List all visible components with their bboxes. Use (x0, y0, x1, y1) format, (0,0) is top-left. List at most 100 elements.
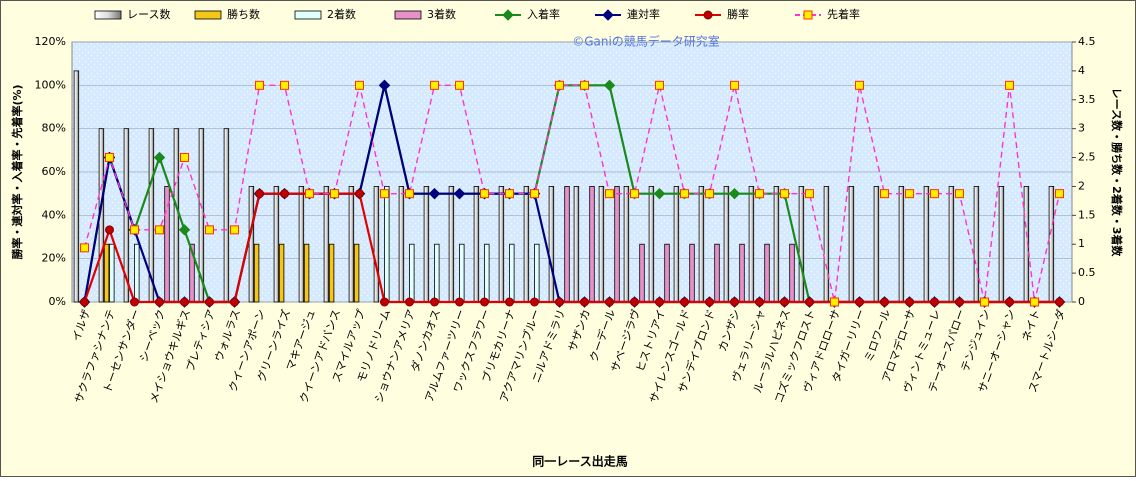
y2-tick-label: 3 (1078, 122, 1085, 135)
bar (723, 186, 730, 303)
bar (614, 186, 620, 303)
bar (623, 186, 630, 303)
point (230, 225, 239, 235)
bar (639, 243, 645, 303)
bar (698, 186, 705, 303)
point (555, 80, 564, 90)
bar (448, 186, 455, 303)
bar (253, 243, 260, 303)
point (805, 189, 814, 199)
bar (564, 186, 570, 303)
point (705, 189, 714, 199)
point (530, 297, 539, 307)
legend-label: 3着数 (427, 7, 456, 21)
y2-tick-label: 0.5 (1078, 266, 1096, 279)
point (455, 80, 464, 90)
point (955, 297, 964, 307)
bar (573, 186, 580, 303)
legend-swatch (294, 10, 322, 20)
point (930, 189, 939, 199)
legend-marker (502, 9, 514, 21)
y2-tick-label: 2 (1078, 179, 1085, 192)
point (105, 152, 114, 162)
point (680, 297, 689, 307)
y-tick-label: 0% (49, 295, 66, 308)
y-tick-label: 100% (35, 78, 66, 91)
bar (423, 186, 430, 303)
point (780, 189, 789, 199)
bar (323, 186, 330, 303)
point (280, 80, 289, 90)
point (405, 189, 414, 199)
x-axis-title: 同一レース出走馬 (532, 454, 627, 469)
y2-tick-label: 4 (1078, 64, 1085, 77)
point (730, 297, 739, 307)
point (1005, 80, 1014, 90)
point (155, 225, 164, 235)
bar (1048, 186, 1055, 303)
y-tick-label: 40% (42, 208, 66, 221)
point (855, 80, 864, 90)
bar (103, 243, 110, 303)
point (603, 79, 616, 92)
legend-label: 2着数 (327, 7, 356, 21)
y2-axis-title: レース数・勝ち数・2着数・3着数 (1110, 88, 1124, 258)
point (505, 189, 514, 199)
bar (998, 186, 1005, 303)
bar (548, 186, 555, 303)
y2-tick-label: 3.5 (1078, 93, 1096, 106)
point (830, 297, 839, 307)
bar (348, 186, 355, 303)
y2-tick-label: 4.5 (1078, 35, 1096, 48)
bar (173, 128, 180, 303)
point (380, 297, 389, 307)
point (178, 224, 191, 236)
legend-label: 勝率 (727, 7, 749, 21)
point (153, 151, 166, 164)
point (430, 80, 439, 90)
legend: レース数 勝ち数 2着数 3着数 入着率 連対率 勝率 先着率 (94, 7, 860, 21)
bar (598, 186, 605, 303)
point (230, 297, 239, 307)
bar (689, 243, 695, 303)
y2-tick-label: 1.5 (1078, 208, 1096, 221)
bar (589, 186, 595, 303)
y-tick-label: 120% (35, 35, 66, 48)
bar (823, 186, 830, 303)
bar (298, 186, 305, 303)
point (730, 80, 739, 90)
bar (664, 243, 670, 303)
bar (248, 186, 255, 303)
point (430, 297, 439, 307)
point (255, 80, 264, 90)
point (680, 189, 689, 199)
point (280, 189, 289, 199)
point (455, 297, 464, 307)
point (728, 187, 741, 200)
bar (789, 243, 795, 303)
point (655, 80, 664, 90)
bar (764, 243, 770, 303)
point (405, 297, 414, 307)
bar (534, 243, 540, 303)
bar (434, 243, 440, 303)
point (255, 189, 264, 199)
bar (353, 243, 360, 303)
legend-marker (602, 9, 614, 21)
y2-tick-label: 2.5 (1078, 151, 1096, 164)
y-tick-label: 20% (42, 252, 66, 265)
point (428, 187, 441, 200)
point (380, 189, 389, 199)
bar (303, 243, 310, 303)
point (480, 189, 489, 199)
bar (948, 186, 955, 303)
point (305, 189, 314, 199)
bar (873, 186, 880, 303)
bar (398, 186, 405, 303)
point (955, 189, 964, 199)
point (780, 297, 789, 307)
point (755, 297, 764, 307)
point (880, 297, 889, 307)
bar (648, 186, 655, 303)
